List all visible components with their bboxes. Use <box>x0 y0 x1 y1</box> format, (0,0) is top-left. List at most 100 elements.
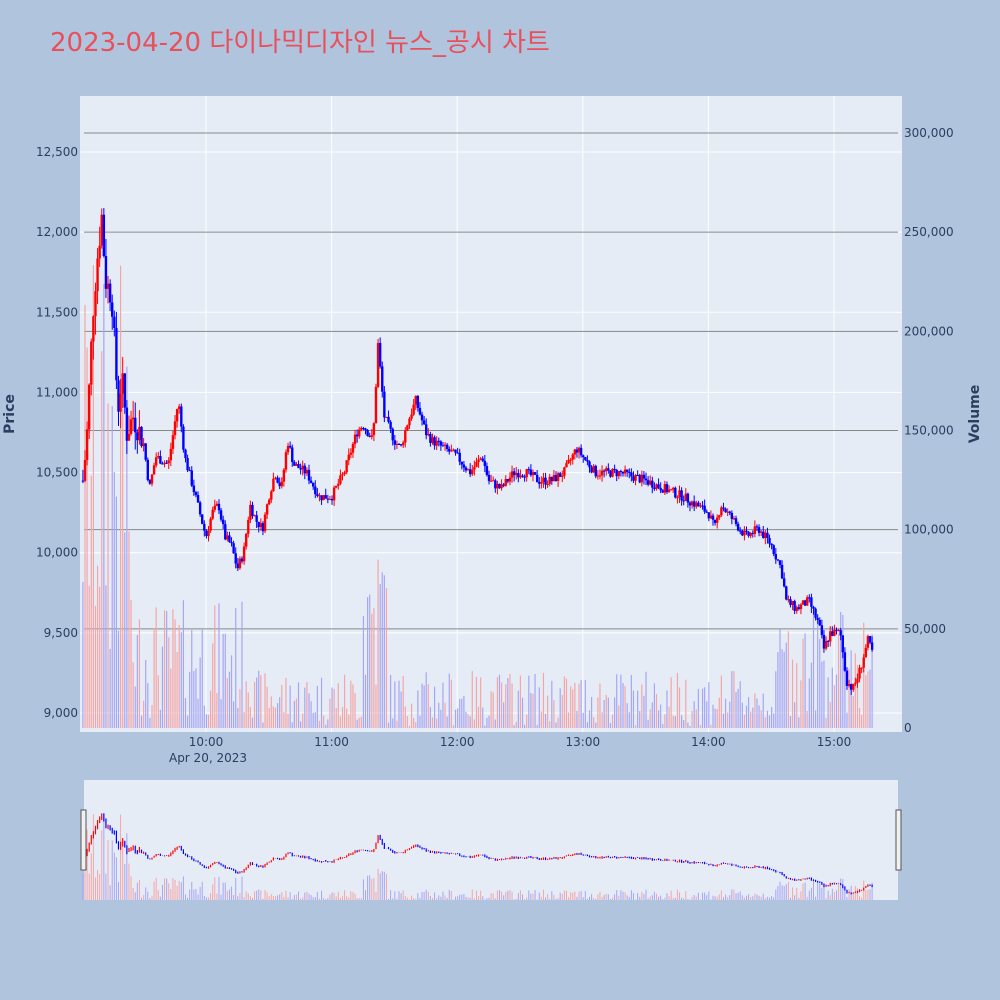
range-slider[interactable] <box>84 780 898 900</box>
candle-body <box>866 636 870 648</box>
candle-body <box>414 395 417 405</box>
candle-body <box>468 469 472 475</box>
candle-body <box>332 487 336 501</box>
candle-body <box>360 427 363 430</box>
candle-body <box>818 619 821 626</box>
candle-body <box>175 409 179 422</box>
candle-body <box>242 546 246 562</box>
price-candles <box>81 208 874 695</box>
candle-body <box>458 452 461 462</box>
candle-body <box>628 471 631 473</box>
candle-body <box>705 511 708 513</box>
candle-body <box>316 494 319 496</box>
range-slider-price <box>82 813 873 895</box>
candle-body <box>483 460 487 467</box>
candle-body <box>464 467 468 471</box>
candle-body <box>674 487 677 498</box>
candle-body <box>655 484 658 489</box>
candle-body <box>646 480 650 485</box>
candle-body <box>642 474 646 479</box>
main-plot-area[interactable] <box>80 96 902 732</box>
range-slider-right-handle[interactable] <box>895 809 902 871</box>
candle-body <box>839 630 842 636</box>
candle-body <box>169 448 173 461</box>
price-tick-label: 11,000 <box>36 385 78 399</box>
candle-body <box>123 373 126 408</box>
candle-body <box>672 487 675 490</box>
candle-body <box>772 545 775 554</box>
candle-body <box>538 481 541 484</box>
candle-body <box>196 495 200 503</box>
candle-body <box>81 480 85 482</box>
candle-body <box>619 470 623 472</box>
candle-body <box>843 652 847 671</box>
candle-body <box>471 469 474 475</box>
candle-body <box>389 421 392 429</box>
candle-body <box>238 558 242 569</box>
candle-body <box>542 477 545 483</box>
candle-body <box>785 586 788 600</box>
volume-tick-label: 100,000 <box>904 523 954 537</box>
volume-tick-label: 50,000 <box>904 622 946 636</box>
candle-body <box>780 564 784 579</box>
candle-body <box>207 530 210 536</box>
candle-body <box>244 533 248 547</box>
candle-body <box>487 474 491 482</box>
candle-body <box>320 495 323 501</box>
candle-body <box>140 426 143 447</box>
candle-body <box>226 535 229 540</box>
time-tick-label: 13:00 <box>566 735 601 749</box>
price-tick-label: 10,000 <box>36 546 78 560</box>
candle-body <box>475 461 478 467</box>
candle-body <box>833 629 836 636</box>
candle-body <box>611 468 614 477</box>
range-slider-left-handle[interactable] <box>80 809 87 871</box>
candle-body <box>150 474 154 484</box>
candle-body <box>314 486 317 495</box>
candle-body <box>703 505 706 512</box>
candle-body <box>634 475 637 481</box>
candle-body <box>397 443 401 445</box>
candle-body <box>188 470 191 472</box>
volume-tick-label: 300,000 <box>904 126 954 140</box>
candle-body <box>234 553 237 564</box>
chart-title: 2023-04-20 다이나믹디자인 뉴스_공시 차트 <box>50 28 550 58</box>
candle-body <box>757 527 761 533</box>
candle-body <box>127 433 131 441</box>
price-tick-label: 11,500 <box>36 305 78 319</box>
candle-body <box>806 597 809 606</box>
candle-body <box>341 474 344 476</box>
candle-body <box>747 531 750 536</box>
candle-body <box>625 469 629 472</box>
candle-body <box>435 440 438 446</box>
candle-body <box>157 456 160 458</box>
candle-body <box>305 469 309 474</box>
candle-body <box>870 642 874 650</box>
candle-body <box>582 455 585 458</box>
price-tick-label: 9,000 <box>44 706 78 720</box>
candle-body <box>692 501 696 507</box>
x-date-sublabel: Apr 20, 2023 <box>169 751 247 765</box>
candle-body <box>94 291 97 317</box>
candle-body <box>862 657 865 668</box>
candle-body <box>854 682 857 684</box>
candle-body <box>104 256 108 289</box>
time-tick-label: 11:00 <box>314 735 349 749</box>
candle-body <box>98 245 101 259</box>
candle-body <box>621 471 625 474</box>
candle-body <box>592 465 595 473</box>
candle-body <box>358 429 361 437</box>
candle-body <box>293 461 296 466</box>
candle-body <box>326 498 330 500</box>
candle-body <box>182 426 185 450</box>
candle-body <box>291 447 294 462</box>
candle-body <box>362 427 365 429</box>
candle-body <box>161 463 164 465</box>
candle-body <box>429 434 432 443</box>
candle-body <box>383 391 386 418</box>
candle-body <box>852 683 855 690</box>
candle-body <box>535 474 539 482</box>
candle-body <box>739 530 742 532</box>
candle-body <box>261 523 265 532</box>
candle-body <box>228 535 231 543</box>
